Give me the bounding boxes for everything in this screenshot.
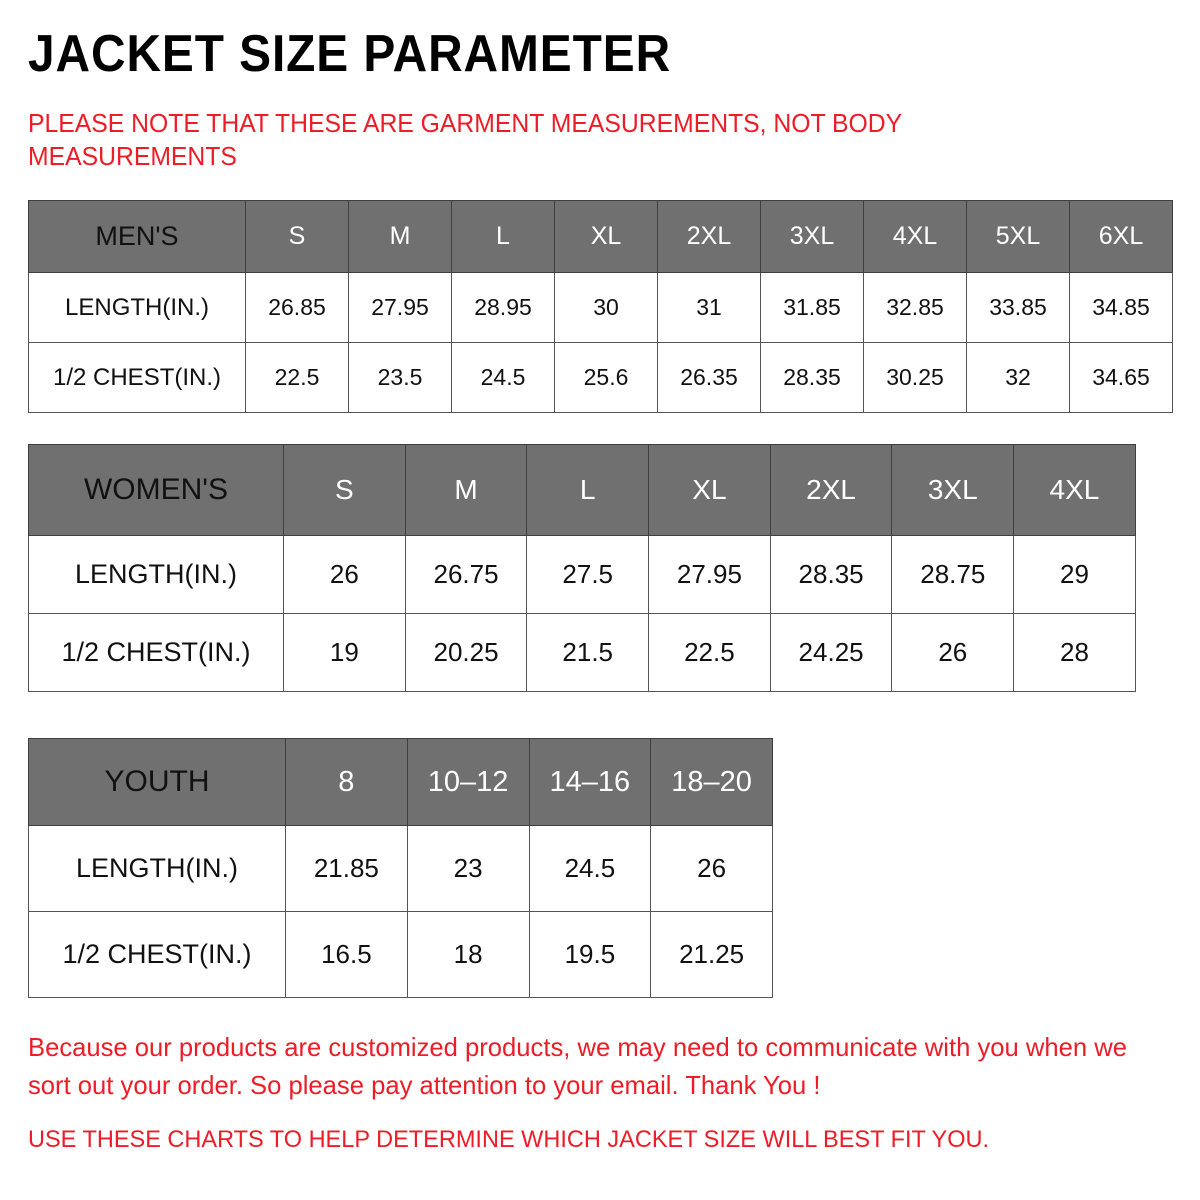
table-row: 1/2 CHEST(IN.) 19 20.25 21.5 22.5 24.25 26 28 bbox=[28, 613, 1136, 692]
table-row: 1/2 CHEST(IN.) 22.5 23.5 24.5 25.6 26.35 28.35… bbox=[28, 342, 1173, 413]
measurement-value: 28 bbox=[1013, 613, 1136, 692]
measurement-value: 21.25 bbox=[650, 911, 773, 998]
measurement-value: 22.5 bbox=[648, 613, 771, 692]
measurement-value: 22.5 bbox=[245, 342, 349, 413]
measurement-value: 23.5 bbox=[348, 342, 452, 413]
measurement-value: 27.95 bbox=[648, 535, 771, 614]
table-header-row: WOMEN'S S M L XL 2XL 3XL 4XL bbox=[28, 444, 1136, 536]
size-column-header: 18–20 bbox=[650, 738, 773, 826]
size-column-header: 4XL bbox=[1013, 444, 1136, 536]
measurement-value: 31 bbox=[657, 272, 761, 343]
womens-category-label: WOMEN'S bbox=[28, 444, 284, 536]
measurement-value: 34.85 bbox=[1069, 272, 1173, 343]
chart-usage-note: USE THESE CHARTS TO HELP DETERMINE WHICH… bbox=[28, 1126, 990, 1153]
table-row: LENGTH(IN.) 21.85 23 24.5 26 bbox=[28, 825, 773, 912]
size-column-header: L bbox=[526, 444, 650, 536]
measurement-value: 24.5 bbox=[451, 342, 555, 413]
measurement-value: 26.85 bbox=[245, 272, 349, 343]
womens-table-head: WOMEN'S S M L XL 2XL 3XL 4XL bbox=[28, 444, 1136, 536]
measurement-row-label: LENGTH(IN.) bbox=[28, 535, 284, 614]
table-row: 1/2 CHEST(IN.) 16.5 18 19.5 21.25 bbox=[28, 911, 773, 998]
measurement-row-label: 1/2 CHEST(IN.) bbox=[28, 911, 286, 998]
youth-category-label: YOUTH bbox=[28, 738, 286, 826]
measurement-row-label: 1/2 CHEST(IN.) bbox=[28, 613, 284, 692]
page-title: JACKET SIZE PARAMETER bbox=[28, 25, 672, 83]
measurement-value: 28.35 bbox=[760, 342, 864, 413]
measurement-value: 30.25 bbox=[863, 342, 967, 413]
size-column-header: 2XL bbox=[657, 200, 761, 273]
size-column-header: 14–16 bbox=[528, 738, 652, 826]
size-column-header: L bbox=[451, 200, 555, 273]
youth-size-table: YOUTH 8 10–12 14–16 18–20 LENGTH(IN.) 21.85 23… bbox=[28, 738, 773, 998]
youth-table-head: YOUTH 8 10–12 14–16 18–20 bbox=[28, 738, 773, 826]
measurement-value: 26 bbox=[283, 535, 406, 614]
size-column-header: 4XL bbox=[863, 200, 967, 273]
womens-size-table: WOMEN'S S M L XL 2XL 3XL 4XL LENGTH(IN.) 26 26.75… bbox=[28, 444, 1136, 692]
measurement-row-label: 1/2 CHEST(IN.) bbox=[28, 342, 246, 413]
measurement-value: 34.65 bbox=[1069, 342, 1173, 413]
measurement-value: 32 bbox=[966, 342, 1070, 413]
size-column-header: 8 bbox=[285, 738, 408, 826]
size-column-header: 10–12 bbox=[406, 738, 530, 826]
mens-table-head: MEN'S S M L XL 2XL 3XL 4XL 5XL 6XL bbox=[28, 200, 1173, 273]
measurement-value: 19.5 bbox=[528, 911, 652, 998]
measurement-row-label: LENGTH(IN.) bbox=[28, 272, 246, 343]
mens-table-body: LENGTH(IN.) 26.85 27.95 28.95 30 31 31.85 32.85… bbox=[28, 272, 1173, 413]
table-header-row: YOUTH 8 10–12 14–16 18–20 bbox=[28, 738, 773, 826]
size-column-header: 2XL bbox=[769, 444, 893, 536]
table-row: LENGTH(IN.) 26.85 27.95 28.95 30 31 31.85 32.85… bbox=[28, 272, 1173, 343]
table-row: LENGTH(IN.) 26 26.75 27.5 27.95 28.35 28.75 29 bbox=[28, 535, 1136, 614]
measurement-value: 21.5 bbox=[526, 613, 650, 692]
measurement-value: 33.85 bbox=[966, 272, 1070, 343]
measurement-value: 26 bbox=[650, 825, 773, 912]
size-column-header: 6XL bbox=[1069, 200, 1173, 273]
youth-table-body: LENGTH(IN.) 21.85 23 24.5 26 1/2 CHEST(IN.) 16… bbox=[28, 825, 773, 998]
measurement-value: 26.75 bbox=[404, 535, 528, 614]
measurement-value: 31.85 bbox=[760, 272, 864, 343]
measurement-value: 19 bbox=[283, 613, 406, 692]
size-column-header: XL bbox=[554, 200, 658, 273]
size-column-header: S bbox=[283, 444, 406, 536]
measurement-value: 28.75 bbox=[891, 535, 1015, 614]
table-header-row: MEN'S S M L XL 2XL 3XL 4XL 5XL 6XL bbox=[28, 200, 1173, 273]
measurement-value: 28.35 bbox=[769, 535, 893, 614]
measurement-value: 20.25 bbox=[404, 613, 528, 692]
size-column-header: M bbox=[348, 200, 452, 273]
measurement-value: 16.5 bbox=[285, 911, 408, 998]
womens-table-body: LENGTH(IN.) 26 26.75 27.5 27.95 28.35 28.75 29 1… bbox=[28, 535, 1136, 692]
garment-measurement-note: PLEASE NOTE THAT THESE ARE GARMENT MEASU… bbox=[28, 110, 902, 171]
size-column-header: 3XL bbox=[760, 200, 864, 273]
measurement-value: 26.35 bbox=[657, 342, 761, 413]
measurement-value: 30 bbox=[554, 272, 658, 343]
size-column-header: 5XL bbox=[966, 200, 1070, 273]
mens-category-label: MEN'S bbox=[28, 200, 246, 273]
size-column-header: S bbox=[245, 200, 349, 273]
measurement-row-label: LENGTH(IN.) bbox=[28, 825, 286, 912]
measurement-value: 27.95 bbox=[348, 272, 452, 343]
size-column-header: M bbox=[404, 444, 528, 536]
measurement-value: 24.25 bbox=[769, 613, 893, 692]
measurement-value: 28.95 bbox=[451, 272, 555, 343]
measurement-value: 32.85 bbox=[863, 272, 967, 343]
measurement-value: 25.6 bbox=[554, 342, 658, 413]
customization-note: Because our products are customized prod… bbox=[28, 1032, 1127, 1100]
measurement-value: 26 bbox=[891, 613, 1015, 692]
measurement-value: 27.5 bbox=[526, 535, 650, 614]
size-column-header: 3XL bbox=[891, 444, 1015, 536]
measurement-value: 23 bbox=[406, 825, 530, 912]
measurement-value: 24.5 bbox=[528, 825, 652, 912]
measurement-value: 29 bbox=[1013, 535, 1136, 614]
measurement-value: 18 bbox=[406, 911, 530, 998]
mens-size-table: MEN'S S M L XL 2XL 3XL 4XL 5XL 6XL LENGTH(IN.) 26.… bbox=[28, 200, 1173, 413]
measurement-value: 21.85 bbox=[285, 825, 408, 912]
size-column-header: XL bbox=[648, 444, 771, 536]
